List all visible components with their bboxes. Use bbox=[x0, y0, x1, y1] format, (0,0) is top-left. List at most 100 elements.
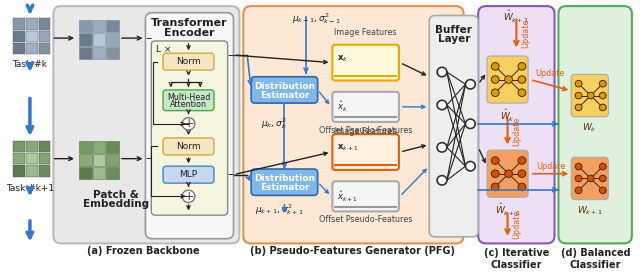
Circle shape bbox=[492, 170, 499, 177]
Text: Distribution: Distribution bbox=[254, 174, 315, 183]
Text: Offset Pseudo-Features: Offset Pseudo-Features bbox=[319, 215, 412, 224]
Text: Task #k+1: Task #k+1 bbox=[6, 184, 54, 193]
Bar bbox=[39, 18, 51, 30]
Bar bbox=[13, 153, 25, 164]
Circle shape bbox=[518, 76, 526, 83]
Bar bbox=[106, 33, 119, 46]
Text: Update: Update bbox=[513, 210, 522, 239]
Text: Offset Pseudo-Features: Offset Pseudo-Features bbox=[319, 126, 412, 135]
FancyBboxPatch shape bbox=[487, 150, 528, 197]
Text: +: + bbox=[183, 190, 194, 203]
Circle shape bbox=[492, 183, 499, 191]
Bar bbox=[26, 43, 38, 54]
FancyBboxPatch shape bbox=[332, 181, 399, 211]
Text: $\mu_{k-1}, \sigma^2_{k-1}$: $\mu_{k-1}, \sigma^2_{k-1}$ bbox=[292, 11, 341, 26]
Circle shape bbox=[437, 176, 447, 185]
Circle shape bbox=[575, 163, 582, 170]
FancyBboxPatch shape bbox=[478, 6, 554, 244]
Text: –: – bbox=[227, 49, 234, 62]
FancyBboxPatch shape bbox=[243, 6, 463, 244]
Circle shape bbox=[600, 81, 606, 87]
Circle shape bbox=[575, 175, 582, 182]
Bar bbox=[106, 167, 119, 179]
Text: (c) Iterative
Classifier: (c) Iterative Classifier bbox=[484, 248, 549, 270]
Text: Image Features: Image Features bbox=[334, 28, 397, 37]
FancyBboxPatch shape bbox=[429, 16, 478, 237]
Bar bbox=[106, 20, 119, 32]
Circle shape bbox=[505, 76, 513, 83]
Bar bbox=[39, 165, 51, 177]
Text: –: – bbox=[227, 168, 234, 181]
Bar bbox=[79, 20, 92, 32]
Circle shape bbox=[492, 157, 499, 164]
Bar bbox=[13, 43, 25, 54]
FancyBboxPatch shape bbox=[251, 77, 317, 103]
Text: Update: Update bbox=[536, 162, 565, 171]
FancyBboxPatch shape bbox=[559, 6, 632, 244]
Text: $\mu_{k+1}, \sigma^2_{k+1}$: $\mu_{k+1}, \sigma^2_{k+1}$ bbox=[255, 202, 304, 217]
Text: L ×: L × bbox=[156, 45, 172, 54]
Text: Distribution: Distribution bbox=[254, 82, 315, 91]
Text: (a) Frozen Backbone: (a) Frozen Backbone bbox=[87, 246, 200, 256]
Text: Patch &: Patch & bbox=[93, 190, 139, 200]
Bar bbox=[39, 31, 51, 42]
Circle shape bbox=[182, 118, 195, 130]
Circle shape bbox=[492, 76, 499, 83]
FancyBboxPatch shape bbox=[487, 56, 528, 103]
Text: Transformer: Transformer bbox=[151, 18, 228, 28]
Circle shape bbox=[505, 170, 513, 177]
Text: (d) Balanced
Classifier: (d) Balanced Classifier bbox=[561, 248, 630, 270]
Text: –: – bbox=[145, 152, 152, 165]
Circle shape bbox=[600, 104, 606, 111]
Text: $\hat{W}_{k+1}$: $\hat{W}_{k+1}$ bbox=[495, 202, 520, 218]
Text: $W_{k+1}$: $W_{k+1}$ bbox=[577, 205, 603, 217]
Circle shape bbox=[437, 100, 447, 110]
Circle shape bbox=[600, 92, 606, 99]
Text: Estimator: Estimator bbox=[260, 183, 309, 192]
Text: Update: Update bbox=[521, 19, 531, 48]
Bar bbox=[93, 47, 106, 59]
Text: Encoder: Encoder bbox=[164, 28, 215, 38]
Circle shape bbox=[588, 92, 594, 99]
Text: $\mathbf{x}_k$: $\mathbf{x}_k$ bbox=[337, 53, 348, 64]
Circle shape bbox=[518, 63, 526, 70]
Bar bbox=[39, 153, 51, 164]
Circle shape bbox=[600, 175, 606, 182]
Bar bbox=[93, 167, 106, 179]
Bar bbox=[26, 18, 38, 30]
Circle shape bbox=[575, 92, 582, 99]
FancyBboxPatch shape bbox=[332, 92, 399, 122]
Text: Task #k: Task #k bbox=[13, 60, 47, 69]
FancyBboxPatch shape bbox=[53, 6, 239, 244]
Bar bbox=[106, 154, 119, 166]
Text: $\hat{x}_k$: $\hat{x}_k$ bbox=[337, 100, 348, 114]
FancyBboxPatch shape bbox=[163, 166, 214, 183]
Circle shape bbox=[518, 89, 526, 96]
Text: +: + bbox=[183, 117, 194, 130]
Circle shape bbox=[588, 175, 594, 182]
Bar bbox=[106, 47, 119, 59]
Circle shape bbox=[575, 187, 582, 194]
Circle shape bbox=[465, 162, 476, 171]
Circle shape bbox=[518, 170, 526, 177]
Text: –: – bbox=[145, 32, 152, 44]
Text: $W_k$: $W_k$ bbox=[582, 122, 597, 134]
Text: Norm: Norm bbox=[176, 142, 201, 151]
Text: Image Features: Image Features bbox=[334, 127, 397, 136]
Circle shape bbox=[575, 81, 582, 87]
Bar bbox=[79, 154, 92, 166]
Text: Layer: Layer bbox=[438, 34, 470, 44]
Circle shape bbox=[465, 119, 476, 129]
Text: (b) Pseudo-Features Generator (PFG): (b) Pseudo-Features Generator (PFG) bbox=[250, 246, 456, 256]
Bar bbox=[13, 141, 25, 152]
Bar bbox=[79, 33, 92, 46]
FancyBboxPatch shape bbox=[163, 138, 214, 155]
Bar bbox=[93, 20, 106, 32]
Bar bbox=[79, 167, 92, 179]
Bar bbox=[26, 141, 38, 152]
Bar bbox=[26, 165, 38, 177]
Bar bbox=[26, 31, 38, 42]
Text: $\hat{x}_{k+1}$: $\hat{x}_{k+1}$ bbox=[337, 190, 358, 204]
Text: $\mu_k, \sigma^2_k$: $\mu_k, \sigma^2_k$ bbox=[261, 116, 287, 131]
FancyBboxPatch shape bbox=[332, 134, 399, 170]
